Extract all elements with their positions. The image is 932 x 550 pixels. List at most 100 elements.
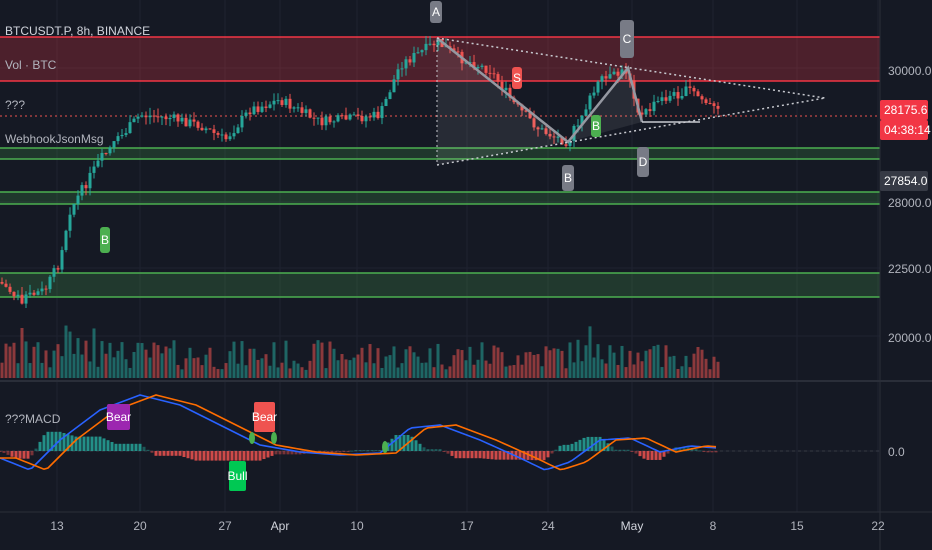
volume-bar xyxy=(616,364,620,378)
candle-body xyxy=(124,133,128,135)
volume-bar xyxy=(8,346,12,378)
candle-body xyxy=(648,109,652,112)
volume-bar xyxy=(128,367,132,378)
volume-bar xyxy=(268,365,272,378)
volume-bar xyxy=(320,342,324,378)
macd-histogram-bar xyxy=(618,449,622,451)
volume-bar xyxy=(60,356,64,378)
macd-histogram-bar xyxy=(194,451,198,461)
candle-body xyxy=(464,62,468,64)
volume-legend[interactable]: Vol · BTC xyxy=(5,58,57,72)
candle-body xyxy=(328,116,332,123)
pattern-point-a: A xyxy=(430,1,442,23)
volume-bar xyxy=(420,362,424,378)
macd-histogram-bar xyxy=(246,451,250,461)
candle-body xyxy=(76,195,80,204)
macd-histogram-bar xyxy=(518,451,522,460)
volume-bar xyxy=(72,353,76,378)
volume-bar xyxy=(716,361,720,378)
macd-histogram-bar xyxy=(470,451,474,459)
volume-bar xyxy=(660,367,664,378)
pattern-point-b-text: B xyxy=(564,171,572,185)
candle-body xyxy=(408,59,412,63)
macd-histogram-bar xyxy=(634,451,638,454)
candle-body xyxy=(504,87,508,91)
macd-histogram-bar xyxy=(190,451,194,460)
webhook-legend[interactable]: WebhookJsonMsg xyxy=(5,132,104,146)
volume-bar xyxy=(404,349,408,378)
volume-bar xyxy=(620,345,624,378)
candle-body xyxy=(300,107,304,113)
macd-histogram-bar xyxy=(390,438,394,451)
macd-histogram-bar xyxy=(354,450,358,452)
script-legend[interactable]: ??? xyxy=(5,98,26,112)
candle-body xyxy=(168,118,172,120)
candle-body xyxy=(496,74,500,82)
macd-histogram-bar xyxy=(678,447,682,451)
candle-body xyxy=(652,101,656,112)
volume-bar xyxy=(328,341,332,378)
macd-histogram-bar xyxy=(322,451,326,453)
macd-histogram-bar xyxy=(398,435,402,451)
macd-histogram-bar xyxy=(482,451,486,459)
candle-body xyxy=(576,125,580,127)
time-label: 17 xyxy=(460,519,474,533)
volume-bar xyxy=(560,350,564,378)
macd-histogram-bar xyxy=(242,451,246,461)
volume-bar xyxy=(264,354,268,378)
candle-body xyxy=(0,282,4,284)
volume-bar xyxy=(308,360,312,378)
macd-histogram-bar xyxy=(430,449,434,451)
volume-bar xyxy=(564,368,568,378)
volume-bar xyxy=(648,349,652,378)
macd-histogram-bar xyxy=(210,451,214,461)
volume-bar xyxy=(132,351,136,378)
volume-bar xyxy=(156,345,160,378)
macd-histogram-bar xyxy=(182,451,186,457)
time-label: Apr xyxy=(271,519,290,533)
volume-bar xyxy=(68,331,72,378)
candle-body xyxy=(132,118,136,123)
volume-bar xyxy=(416,356,420,378)
candle-body xyxy=(584,109,588,116)
macd-histogram-bar xyxy=(562,444,566,451)
volume-bar xyxy=(372,363,376,378)
macd-legend[interactable]: ???MACD xyxy=(5,412,61,426)
resistance-zone xyxy=(0,37,880,81)
symbol-legend[interactable]: BTCUSDT.P, 8h, BINANCE xyxy=(5,24,151,38)
volume-bar xyxy=(228,351,232,378)
bear-label: Bear xyxy=(252,402,277,432)
volume-bar xyxy=(520,364,524,378)
candle-body xyxy=(520,104,524,111)
macd-histogram-bar xyxy=(78,436,82,451)
volume-bar xyxy=(516,355,520,378)
candle-body xyxy=(88,172,92,189)
macd-histogram-bar xyxy=(358,450,362,452)
volume-bar xyxy=(336,360,340,378)
candle-body xyxy=(312,117,316,119)
candle-body xyxy=(8,286,12,292)
volume-bar xyxy=(708,369,712,378)
candle-body xyxy=(296,107,300,109)
candle-body xyxy=(252,106,256,115)
macd-histogram-bar xyxy=(14,451,18,459)
macd-histogram-bar xyxy=(534,451,538,461)
price-tick: 30000.0 xyxy=(888,64,932,78)
volume-bar xyxy=(344,359,348,378)
macd-histogram-bar xyxy=(42,435,46,451)
candle-body xyxy=(688,86,692,88)
volume-bar xyxy=(700,349,704,378)
macd-histogram-bar xyxy=(130,443,134,451)
last-price-badge: 28175.6 xyxy=(880,100,928,120)
time-axis[interactable]: 13 20 27 Apr 10 17 24 May 8 15 22 xyxy=(50,519,885,533)
candle-body xyxy=(236,127,240,134)
bear-label-text: Bear xyxy=(252,410,277,424)
price-scale[interactable]: 30000.0 28000.0 22500.0 20000.0 0.0 xyxy=(888,64,932,459)
volume-bar xyxy=(284,340,288,378)
volume-bar xyxy=(504,366,508,378)
wedge-upper-line xyxy=(436,37,826,99)
candle-body xyxy=(32,292,36,295)
volume-bar xyxy=(296,363,300,378)
macd-histogram-bar xyxy=(638,451,642,457)
